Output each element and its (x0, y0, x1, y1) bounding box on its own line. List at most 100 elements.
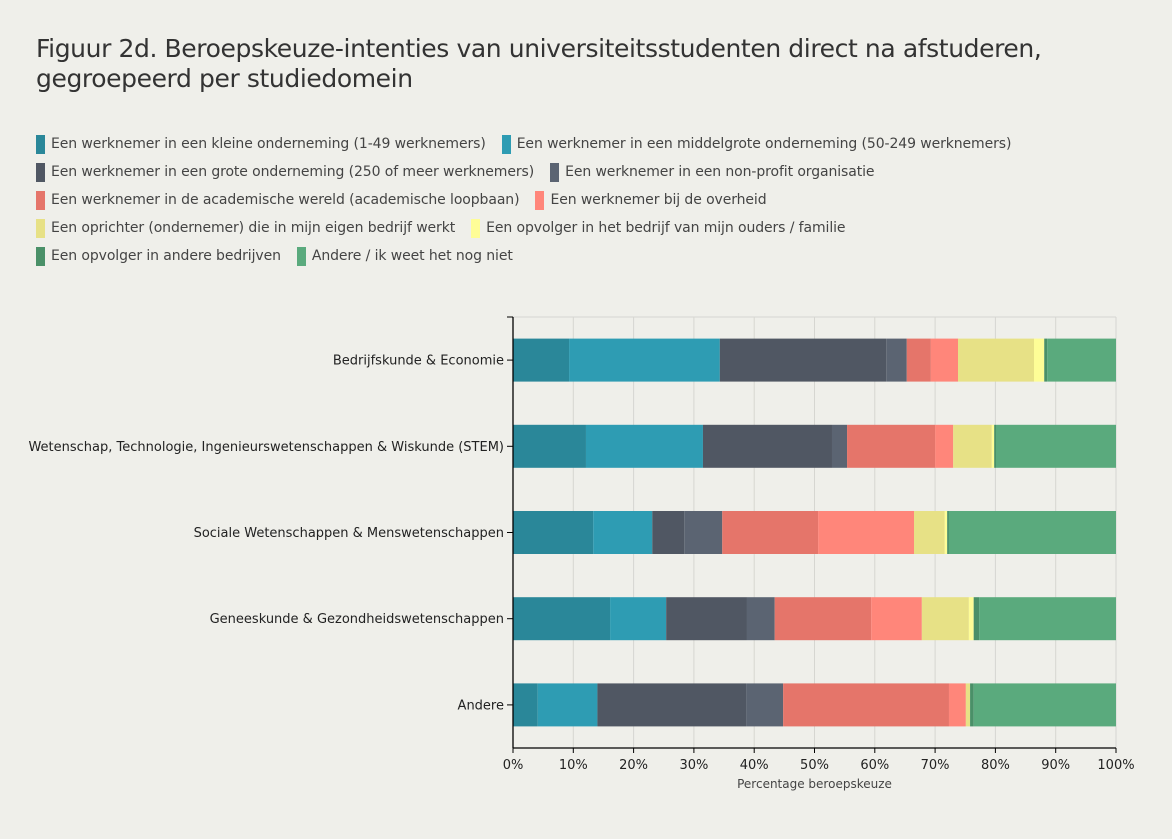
bar-segment (947, 511, 949, 554)
bar-segment (930, 338, 959, 382)
legend-item[interactable]: Een werknemer in een middelgrote onderne… (501, 134, 1012, 154)
legend-swatch (36, 246, 45, 266)
x-axis-title: Percentage beroepskeuze (737, 777, 892, 791)
legend-item[interactable]: Een werknemer in een grote onderneming (… (36, 162, 535, 182)
legend-item[interactable]: Een werknemer in een kleine onderneming … (36, 134, 486, 154)
bar-segment (1047, 338, 1116, 382)
legend-swatch (36, 218, 45, 238)
bar-segment (970, 683, 974, 727)
bar-segment (886, 338, 907, 382)
bar-segment (953, 424, 992, 468)
bar-segment (597, 683, 747, 727)
legend-row: Een werknemer in een kleine onderneming … (36, 130, 1136, 158)
legend-swatch (36, 162, 45, 182)
legend-row: Een opvolger in andere bedrijven Andere /… (36, 242, 1136, 270)
legend-item[interactable]: Een werknemer in een non-profit organisa… (550, 162, 875, 182)
chart-title: Figuur 2d. Beroepskeuze-intenties van un… (36, 34, 1042, 93)
bar-segment (684, 511, 723, 554)
legend-swatch (36, 190, 45, 210)
bar-segment (965, 683, 971, 727)
x-tick-label: 80% (981, 758, 1010, 773)
bar-segment (991, 424, 995, 468)
legend-label: Een opvolger in andere bedrijven (51, 248, 281, 264)
bar-segment (746, 683, 784, 727)
x-tick-label: 90% (1041, 758, 1070, 773)
bar-segment (973, 683, 1116, 727)
legend-item[interactable]: Een opvolger in het bedrijf van mijn oud… (471, 218, 846, 238)
legend-item[interactable]: Een werknemer in de academische wereld (… (36, 190, 520, 210)
legend-item[interactable]: Een oprichter (ondernemer) die in mijn e… (36, 218, 456, 238)
category-label: Wetenschap, Technologie, Ingenieursweten… (28, 440, 504, 455)
bar-segment (719, 338, 887, 382)
category-label: Sociale Wetenschappen & Menswetenschappe… (194, 526, 504, 541)
bar-segment (913, 511, 945, 554)
bar-segment (921, 597, 969, 641)
bar-segment (871, 597, 922, 641)
bar-segment (948, 683, 966, 727)
legend-item[interactable]: Een werknemer bij de overheid (535, 190, 767, 210)
legend-item[interactable]: Een opvolger in andere bedrijven (36, 246, 281, 266)
bar-segment (979, 597, 1116, 641)
bar-segment (610, 597, 667, 641)
bar-segment (958, 338, 1034, 382)
legend-item[interactable]: Andere / ik weet het nog niet (296, 246, 513, 266)
bar-segment (948, 511, 1116, 554)
legend-swatch (471, 218, 481, 238)
bar-segment (513, 424, 586, 468)
x-tick-label: 40% (740, 758, 769, 773)
legend: Een werknemer in een kleine onderneming … (36, 130, 1136, 270)
bar-segment (746, 597, 775, 641)
x-tick-label: 20% (619, 758, 648, 773)
legend-label: Een opvolger in het bedrijf van mijn oud… (486, 220, 846, 236)
bar-segment (1044, 338, 1048, 382)
bar-segment (774, 597, 872, 641)
bar-segment (831, 424, 848, 468)
bar-segment (513, 511, 594, 554)
bar-segment (994, 424, 997, 468)
category-label: Geneeskunde & Gezondheidswetenschappen (210, 612, 504, 627)
bar-segment (593, 511, 653, 554)
legend-label: Een werknemer in een middelgrote onderne… (516, 136, 1012, 152)
legend-label: Een werknemer in een non-profit organisa… (565, 164, 875, 180)
bar-segment (996, 424, 1116, 468)
bar-segment (585, 424, 703, 468)
legend-row: Een werknemer in de academische wereld (… (36, 186, 1136, 214)
bar-segment (652, 511, 685, 554)
bar-segment (944, 511, 948, 554)
bar-segment (722, 511, 819, 554)
legend-swatch (501, 134, 511, 154)
bar-segment (537, 683, 598, 727)
bar-segment (968, 597, 974, 641)
x-tick-label: 70% (921, 758, 950, 773)
legend-row: Een werknemer in een grote onderneming (… (36, 158, 1136, 186)
category-label: Andere (458, 698, 504, 713)
x-tick-label: 50% (800, 758, 829, 773)
bar-segment (513, 683, 538, 727)
category-label: Bedrijfskunde & Economie (333, 354, 504, 369)
bar-segment (906, 338, 931, 382)
x-tick-label: 30% (679, 758, 708, 773)
bar-segment (1033, 338, 1045, 382)
bar-segment (935, 424, 954, 468)
legend-label: Een werknemer in de academische wereld (… (51, 192, 520, 208)
legend-label: Andere / ik weet het nog niet (311, 248, 513, 264)
bar-segment (783, 683, 949, 727)
bar-segment (513, 338, 570, 382)
bar-segment (666, 597, 747, 641)
legend-label: Een oprichter (ondernemer) die in mijn e… (51, 220, 456, 236)
bar-segment (569, 338, 720, 382)
bar-segment (513, 597, 611, 641)
x-tick-label: 0% (503, 758, 524, 773)
bar-segment (847, 424, 936, 468)
legend-swatch (296, 246, 306, 266)
legend-label: Een werknemer in een grote onderneming (… (51, 164, 535, 180)
legend-swatch (550, 162, 560, 182)
legend-label: Een werknemer bij de overheid (550, 192, 767, 208)
bar-segment (702, 424, 832, 468)
legend-label: Een werknemer in een kleine onderneming … (51, 136, 486, 152)
legend-row: Een oprichter (ondernemer) die in mijn e… (36, 214, 1136, 242)
legend-swatch (535, 190, 545, 210)
x-tick-label: 60% (860, 758, 889, 773)
legend-swatch (36, 134, 45, 154)
